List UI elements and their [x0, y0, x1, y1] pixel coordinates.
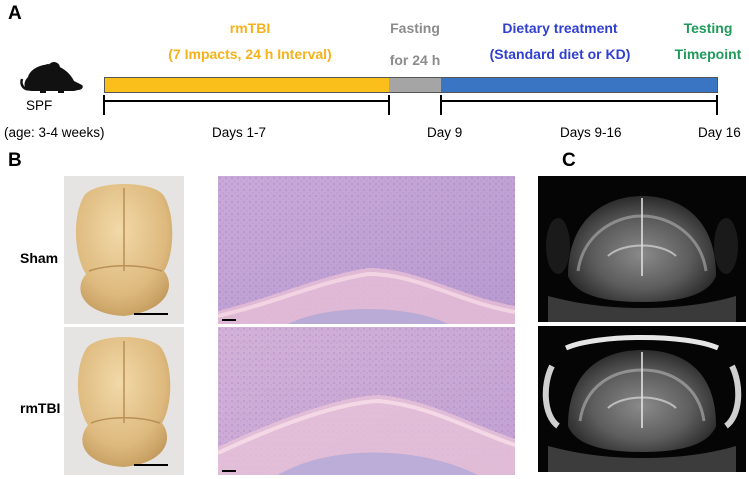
- days-9-16-label: Days 9-16: [560, 125, 622, 140]
- phase-diet-line1: Dietary treatment: [502, 20, 618, 36]
- subject-age: (age: 3-4 weeks): [4, 125, 105, 140]
- timeline-brackets: [103, 95, 718, 115]
- day-16-label: Day 16: [698, 125, 741, 140]
- timeline-bar: [104, 77, 718, 93]
- phase-fasting-line1: Fasting: [390, 20, 440, 36]
- panel-label-b: B: [8, 150, 22, 171]
- phase-fasting-line2: for 24 h: [389, 52, 441, 68]
- timeline-segment-rmtbi: [105, 78, 389, 92]
- days-1-7-label: Days 1-7: [212, 125, 267, 140]
- row-label-sham: Sham: [20, 250, 59, 266]
- mouse-icon: [20, 62, 83, 93]
- panel-label-c: C: [562, 150, 576, 171]
- histology-rmtbi: [218, 327, 515, 475]
- mri-sham: [538, 176, 746, 322]
- phase-rmtbi-line1: rmTBI: [229, 20, 271, 36]
- brain-photo-sham: [64, 176, 184, 324]
- mri-rmtbi: [538, 326, 746, 472]
- brain-photo-rmtbi: [64, 327, 184, 475]
- phase-testing-line2: Timepoint: [674, 46, 742, 62]
- phase-diet-line2: (Standard diet or KD): [489, 46, 631, 62]
- row-label-rmtbi: rmTBI: [20, 400, 61, 416]
- timeline-segment-diet: [441, 78, 717, 92]
- phase-testing-line1: Testing: [683, 20, 733, 36]
- day-9-label: Day 9: [427, 125, 463, 140]
- histology-sham: [218, 176, 515, 324]
- phase-rmtbi-line2: (7 Impacts, 24 h Interval): [168, 46, 332, 62]
- panel-label-a: A: [8, 3, 22, 24]
- timeline-segment-fasting: [389, 78, 441, 92]
- subject-label: SPF: [26, 98, 53, 113]
- phase-rmtbi-title: rmTBI: [150, 20, 350, 36]
